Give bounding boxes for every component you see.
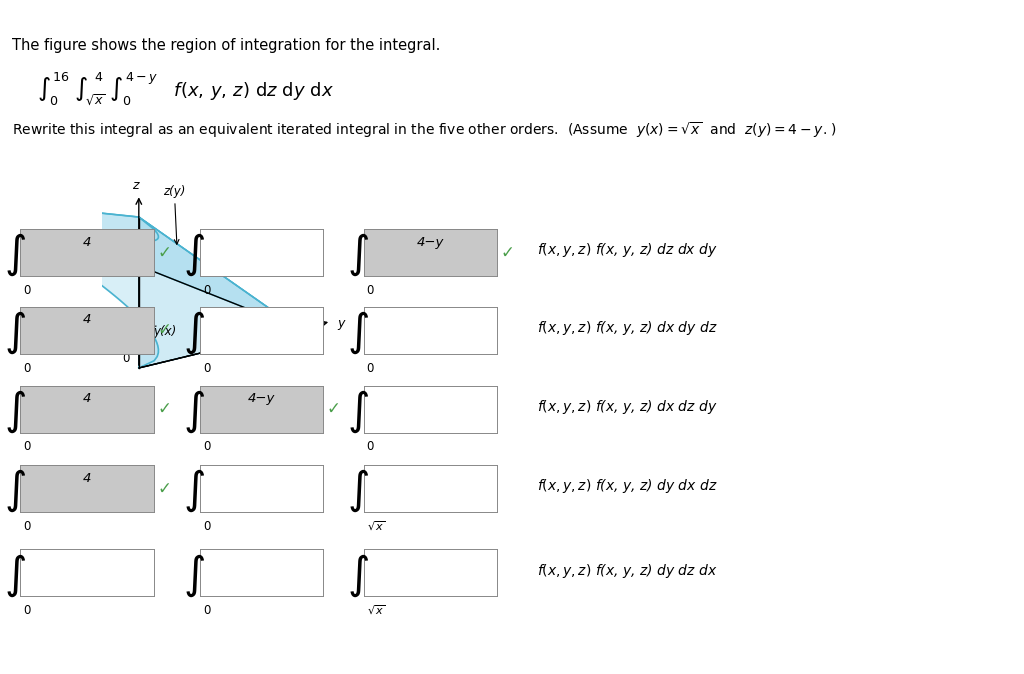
Text: ✓: ✓ (158, 400, 171, 418)
Text: $\int$: $\int$ (347, 309, 369, 356)
Text: The figure shows the region of integration for the integral.: The figure shows the region of integrati… (12, 38, 440, 53)
Polygon shape (139, 217, 299, 368)
Text: $\int$: $\int$ (4, 388, 26, 435)
Text: ✓: ✓ (501, 244, 514, 262)
Text: ✓: ✓ (327, 400, 340, 418)
Text: ✓: ✓ (158, 321, 171, 339)
Text: 0: 0 (203, 362, 210, 375)
Text: 0: 0 (123, 353, 130, 365)
Text: 4: 4 (83, 236, 91, 249)
Text: z(y): z(y) (163, 185, 185, 244)
Text: $\sqrt{x}$: $\sqrt{x}$ (367, 604, 385, 617)
Text: $\int$: $\int$ (347, 388, 369, 435)
Text: y: y (337, 317, 344, 330)
Text: $\sqrt{x}$: $\sqrt{x}$ (367, 520, 385, 533)
Text: ✓: ✓ (158, 244, 171, 262)
Text: $\int$: $\int$ (183, 232, 205, 278)
Text: $\int$: $\int$ (347, 552, 369, 599)
Text: $\int$: $\int$ (347, 232, 369, 278)
Text: 0: 0 (367, 284, 374, 297)
Text: Rewrite this integral as an equivalent iterated integral in the five other order: Rewrite this integral as an equivalent i… (12, 120, 838, 140)
Text: 0: 0 (367, 362, 374, 375)
Text: 0: 0 (24, 362, 31, 375)
Polygon shape (0, 200, 299, 329)
Text: $\int$: $\int$ (183, 309, 205, 356)
Text: 0: 0 (203, 605, 210, 617)
Text: $\int$: $\int$ (183, 388, 205, 435)
Text: 0: 0 (24, 284, 31, 297)
Text: 0: 0 (203, 284, 210, 297)
Text: 0: 0 (24, 520, 31, 533)
Text: 4: 4 (303, 334, 309, 344)
Text: 4−y: 4−y (248, 392, 274, 405)
Polygon shape (0, 200, 159, 368)
Text: $f(x, y, z)$ f(x, y, z) dy dx dz: $f(x, y, z)$ f(x, y, z) dy dx dz (538, 477, 718, 495)
Text: 0: 0 (24, 441, 31, 454)
Text: 0: 0 (24, 605, 31, 617)
Text: 0: 0 (367, 441, 374, 454)
Text: 0: 0 (203, 441, 210, 454)
Text: 0: 0 (203, 520, 210, 533)
Text: 4: 4 (83, 313, 91, 326)
Text: $f(x, y, z)$ f(x, y, z) dx dz dy: $f(x, y, z)$ f(x, y, z) dx dz dy (538, 398, 718, 416)
Text: $f(x, y, z)$ f(x, y, z) dx dy dz: $f(x, y, z)$ f(x, y, z) dx dy dz (538, 319, 718, 337)
Text: $\int$: $\int$ (4, 468, 26, 514)
Text: 4−y: 4−y (417, 236, 443, 249)
Text: $\int$: $\int$ (4, 309, 26, 356)
Text: 4: 4 (83, 392, 91, 405)
Text: ✓: ✓ (158, 480, 171, 497)
Text: 4: 4 (83, 472, 91, 485)
Text: $\int$: $\int$ (183, 468, 205, 514)
Text: $f(x, y, z)$ f(x, y, z) dy dz dx: $f(x, y, z)$ f(x, y, z) dy dz dx (538, 561, 718, 580)
Text: y(x): y(x) (151, 325, 176, 338)
Text: $f(x, y, z)$ f(x, y, z) dz dx dy: $f(x, y, z)$ f(x, y, z) dz dx dy (538, 241, 718, 259)
Text: $\int$: $\int$ (347, 468, 369, 514)
Text: $\int$: $\int$ (183, 552, 205, 599)
Text: $\int$: $\int$ (4, 232, 26, 278)
Text: z: z (132, 179, 138, 191)
Text: $\int_0^{16}\ \int_{\!\sqrt{x}}^{\ 4}\ \int_0^{4-y}$$\quad f(x,\, y,\, z)\ \math: $\int_0^{16}\ \int_{\!\sqrt{x}}^{\ 4}\ \… (37, 69, 334, 106)
Text: $\int$: $\int$ (4, 552, 26, 599)
